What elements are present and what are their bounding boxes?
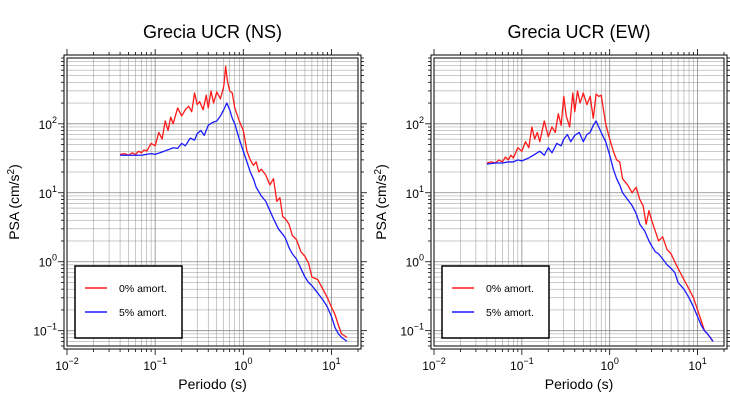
chart-0-xtick-label-base: 10 xyxy=(143,359,157,373)
chart-0-ylabel: PSA (cm/s2) xyxy=(6,164,22,240)
chart-1-ytick-label-exp: 2 xyxy=(419,115,424,125)
chart-0-ytick-label-base: 10 xyxy=(39,256,53,270)
chart-1-xlabel: Periodo (s) xyxy=(545,376,613,392)
chart-1-series-1-line xyxy=(486,120,714,342)
chart-1-xtick-label-base: 10 xyxy=(422,359,436,373)
chart-0-xtick-label-exp: −1 xyxy=(157,356,167,366)
chart-1-xtick-label-exp: −1 xyxy=(523,356,533,366)
chart-0-frame-outer xyxy=(63,54,362,350)
chart-1-ylabel: PSA (cm/s2) xyxy=(373,164,389,240)
chart-1-series-0-line xyxy=(486,90,714,342)
chart-0-legend-label-0: 0% amort. xyxy=(119,283,167,295)
chart-0-frame xyxy=(66,57,359,347)
chart-1-ylabel-sup: 2 xyxy=(373,168,384,174)
chart-0-xtick-label: 10−2 xyxy=(55,356,79,373)
chart-0-ytick-label-exp: 2 xyxy=(52,115,57,125)
chart-1-ylabel-text: PSA (cm/s xyxy=(373,174,389,239)
chart-1-xtick-label-exp: −2 xyxy=(436,356,446,366)
chart-1-ytick-label-exp: −1 xyxy=(414,322,424,332)
chart-1-ytick-label-exp: 0 xyxy=(419,253,424,263)
chart-0-xtick-label-exp: 0 xyxy=(247,356,252,366)
chart-0-xtick-label-base: 10 xyxy=(322,359,336,373)
chart-1-xtick-label-base: 10 xyxy=(688,359,702,373)
chart-1-xtick-label-base: 10 xyxy=(601,359,615,373)
chart-0-ytick-label-exp: −1 xyxy=(47,322,57,332)
chart-0-ytick-label: 100 xyxy=(39,253,57,270)
chart-1-xtick-label-exp: 0 xyxy=(614,356,619,366)
chart-1-ytick-label-base: 10 xyxy=(406,187,420,201)
chart-0-ytick-label: 102 xyxy=(39,115,57,132)
chart-0-xtick-label-base: 10 xyxy=(234,359,248,373)
chart-1-xtick-label-base: 10 xyxy=(510,359,524,373)
chart-0-xlabel: Periodo (s) xyxy=(178,376,246,392)
chart-1-legend-label-0: 0% amort. xyxy=(486,283,534,295)
chart-0-ytick-label-exp: 0 xyxy=(52,253,57,263)
chart-0-ylabel-close: ) xyxy=(6,164,22,169)
chart-1-ytick-label: 100 xyxy=(406,253,424,270)
chart-0-ytick-label-exp: 1 xyxy=(52,184,57,194)
chart-0-xtick-label: 100 xyxy=(234,356,252,373)
chart-1-legend-label-1: 5% amort. xyxy=(486,307,534,319)
chart-0-legend-box xyxy=(74,265,183,339)
chart-0-series-1-line xyxy=(120,102,348,342)
chart-1-ytick-label: 101 xyxy=(406,184,424,201)
chart-0-ytick-label: 10−1 xyxy=(33,322,57,339)
chart-0-xtick-label-exp: −2 xyxy=(69,356,79,366)
chart-1-legend-box xyxy=(441,265,550,339)
chart-1-ytick-label-base: 10 xyxy=(400,325,414,339)
chart-0-xtick-label-exp: 1 xyxy=(336,356,341,366)
chart-1-ytick-label-base: 10 xyxy=(406,118,420,132)
chart-1-ytick-label-exp: 1 xyxy=(419,184,424,194)
chart-0-ytick-label-base: 10 xyxy=(33,325,47,339)
chart-1-frame xyxy=(433,57,725,347)
chart-1-xtick-label-exp: 1 xyxy=(702,356,707,366)
chart-1-xtick-label: 101 xyxy=(688,356,706,373)
chart-1-title: Grecia UCR (EW) xyxy=(508,22,651,42)
chart-1-xtick-label: 100 xyxy=(601,356,619,373)
chart-0-ylabel-sup: 2 xyxy=(6,168,17,174)
chart-0-xtick-label: 101 xyxy=(322,356,340,373)
chart-0-xtick-label-base: 10 xyxy=(55,359,69,373)
chart-0-ylabel-text: PSA (cm/s xyxy=(6,174,22,239)
chart-0-ytick-label-base: 10 xyxy=(39,187,53,201)
chart-0-series-0-line xyxy=(119,65,348,338)
chart-0-legend-label-1: 5% amort. xyxy=(119,307,167,319)
chart-1-ytick-label-base: 10 xyxy=(406,256,420,270)
chart-0-ticks xyxy=(58,49,367,355)
chart-1-ytick-label: 102 xyxy=(406,115,424,132)
chart-1-ylabel-close: ) xyxy=(373,164,389,169)
chart-0-title: Grecia UCR (NS) xyxy=(143,22,282,42)
chart-1-ytick-label: 10−1 xyxy=(400,322,424,339)
chart-0-ytick-label-base: 10 xyxy=(39,118,53,132)
chart-1-frame-outer xyxy=(430,54,728,350)
chart-1-xtick-label: 10−1 xyxy=(510,356,534,373)
chart-0-ytick-label: 101 xyxy=(39,184,57,201)
chart-0-xtick-label: 10−1 xyxy=(143,356,167,373)
chart-1-xtick-label: 10−2 xyxy=(422,356,446,373)
